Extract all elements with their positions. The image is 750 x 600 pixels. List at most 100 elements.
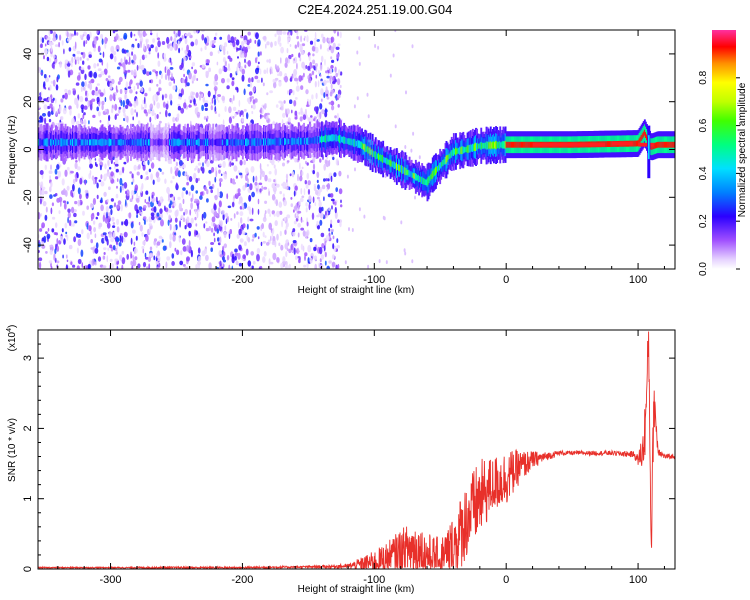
noise-speckle	[223, 51, 226, 55]
noise-speckle	[257, 61, 260, 65]
noise-speckle	[254, 181, 258, 186]
ridge-core	[80, 138, 83, 146]
ridge-core	[435, 167, 437, 175]
noise-speckle	[218, 207, 221, 215]
noise-speckle	[44, 43, 47, 47]
noise-speckle	[318, 206, 322, 214]
noise-speckle	[107, 119, 110, 127]
noise-speckle	[81, 81, 85, 88]
noise-speckle	[356, 50, 359, 55]
noise-speckle	[168, 112, 171, 117]
noise-speckle	[72, 184, 75, 192]
noise-speckle	[159, 168, 162, 172]
noise-speckle	[95, 161, 97, 167]
noise-speckle	[150, 30, 153, 34]
noise-speckle	[168, 214, 171, 221]
noise-speckle	[204, 107, 208, 111]
noise-speckle	[239, 159, 243, 166]
snr-scale-exp: 4	[6, 328, 13, 332]
ridge-core	[237, 139, 240, 146]
noise-speckle	[208, 180, 211, 186]
noise-speckle	[103, 173, 107, 181]
noise-speckle	[254, 232, 257, 238]
noise-speckle	[287, 90, 289, 95]
ridge-core	[65, 139, 68, 146]
ridge-core	[282, 137, 284, 146]
noise-speckle	[130, 31, 133, 38]
ridge-core	[292, 138, 295, 145]
noise-speckle	[166, 256, 171, 261]
noise-speckle	[193, 172, 197, 180]
ridge-core	[173, 138, 176, 147]
noise-speckle	[247, 237, 251, 243]
noise-speckle	[171, 253, 175, 259]
noise-speckle	[47, 227, 50, 232]
noise-speckle	[155, 171, 160, 178]
noise-speckle	[197, 260, 201, 266]
noise-speckle	[91, 258, 95, 266]
y-tick-label: 3	[22, 355, 34, 361]
noise-speckle	[210, 242, 215, 245]
ridge-core	[531, 141, 533, 148]
noise-speckle	[330, 175, 333, 182]
noise-speckle	[95, 86, 98, 92]
ridge-core	[472, 144, 475, 151]
ridge-core	[223, 139, 226, 146]
noise-speckle	[104, 163, 107, 170]
noise-speckle	[118, 108, 121, 114]
ridge-spike-core	[648, 135, 650, 160]
noise-speckle	[224, 60, 227, 67]
noise-speckle	[263, 69, 267, 75]
ridge-core	[102, 139, 105, 146]
noise-speckle	[76, 247, 79, 254]
noise-speckle	[95, 177, 97, 185]
noise-speckle	[268, 190, 270, 196]
noise-speckle	[337, 31, 339, 37]
noise-speckle	[245, 248, 249, 256]
noise-speckle	[201, 34, 205, 41]
noise-speckle	[118, 76, 123, 82]
ridge-core	[200, 139, 203, 146]
noise-speckle	[165, 103, 169, 110]
ridge-core	[410, 171, 413, 178]
ridge-core	[263, 138, 265, 146]
noise-speckle	[222, 57, 226, 63]
noise-speckle	[298, 75, 303, 82]
noise-speckle	[333, 30, 337, 34]
noise-speckle	[66, 185, 70, 191]
noise-speckle	[250, 96, 254, 99]
ridge-core	[354, 139, 357, 148]
noise-speckle	[283, 199, 287, 207]
noise-speckle	[288, 89, 293, 94]
noise-speckle	[218, 68, 223, 75]
ridge-peak	[611, 141, 633, 146]
noise-speckle	[175, 161, 178, 167]
ridge-core	[310, 138, 313, 144]
colorbar-tick-label: 0.6	[698, 118, 709, 132]
noise-speckle	[100, 71, 105, 76]
ridge-core	[663, 141, 666, 148]
noise-speckle	[180, 107, 185, 114]
noise-speckle	[136, 171, 140, 176]
noise-speckle	[181, 47, 183, 51]
noise-speckle	[165, 109, 168, 118]
noise-speckle	[268, 171, 272, 175]
noise-speckle	[394, 30, 397, 33]
ridge-core	[100, 138, 103, 146]
noise-speckle	[81, 107, 84, 113]
noise-speckle	[97, 45, 101, 53]
ridge-core	[195, 139, 198, 145]
noise-speckle	[97, 111, 101, 117]
noise-speckle	[312, 156, 316, 164]
ridge-core	[482, 142, 485, 149]
noise-speckle	[101, 100, 105, 106]
noise-speckle	[299, 257, 301, 261]
noise-speckle	[76, 265, 80, 269]
colorbar: 0.00.20.40.60.8 Normalized spectral ampl…	[698, 30, 748, 276]
noise-speckle	[105, 78, 109, 82]
noise-speckle	[40, 241, 45, 246]
noise-speckle	[195, 223, 198, 227]
noise-speckle	[144, 92, 148, 97]
noise-speckle	[367, 114, 370, 119]
noise-speckle	[125, 190, 127, 195]
